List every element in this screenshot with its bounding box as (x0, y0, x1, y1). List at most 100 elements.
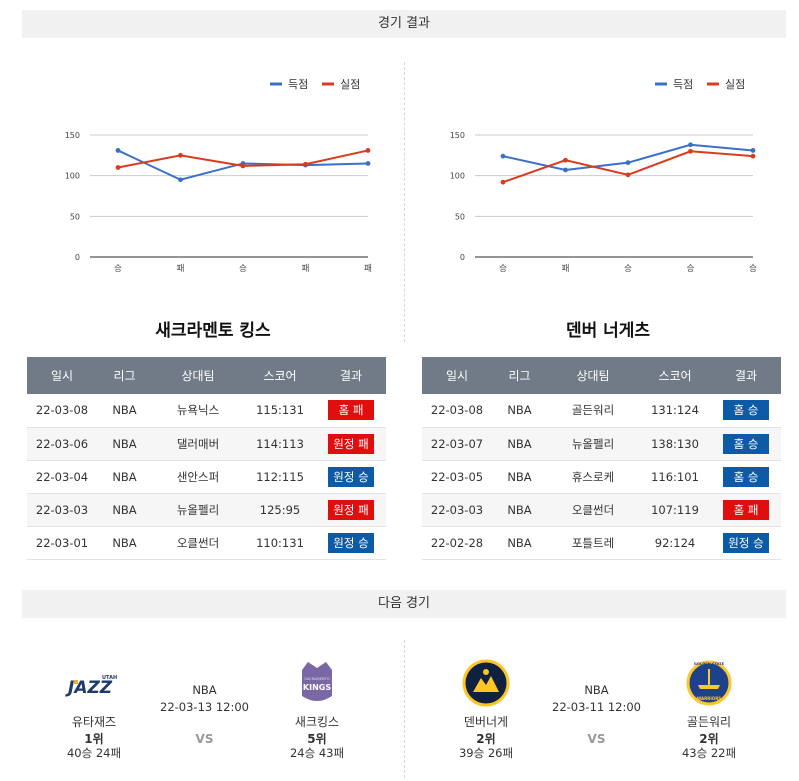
data-point-conceded (563, 157, 568, 163)
logo-small-text: GOLDEN STATE (694, 662, 725, 666)
data-point-conceded (115, 165, 121, 170)
results-table-sacramento: 일시 리그 상대팀 스코어 결과 22-03-08 NBA 뉴욕닉스 115:131 홈… (27, 357, 386, 560)
legend-label-conceded: 실점 (340, 78, 360, 91)
cell-result: 원정 승 (316, 460, 386, 494)
cell-league: NBA (492, 427, 547, 461)
x-tick-label: 승 (239, 264, 247, 274)
home-team[interactable]: 덴버너게 2위 39승 26패 (436, 655, 536, 760)
next-match-card[interactable]: UTAH JAZZ 유타재즈 1위 40승 24패 NBA 22-03-13 1… (22, 655, 382, 775)
cell-score: 92:124 (639, 526, 711, 560)
column-header-date: 일시 (422, 357, 492, 394)
utah-jazz-logo-icon: UTAH JAZZ (44, 655, 144, 711)
match-time: 22-03-11 12:00 (552, 700, 641, 714)
cell-score: 115:131 (244, 394, 316, 428)
next-match-card[interactable]: 덴버너게 2위 39승 26패 NBA 22-03-11 12:00 VS GO… (414, 655, 774, 775)
team-name: 새크킹스 (294, 715, 340, 729)
cell-league: NBA (97, 427, 152, 461)
cell-result: 원정 패 (316, 427, 386, 461)
cell-result: 홈 패 (711, 493, 781, 527)
data-point-conceded (625, 172, 631, 178)
line-chart: 0 50 100 150 승 패 승 승 승 득점 실점 (450, 78, 757, 274)
line-chart: 0 50 100 150 승 패 승 패 패 득점 실점 (65, 78, 372, 274)
y-tick-label: 100 (450, 172, 465, 181)
home-team[interactable]: UTAH JAZZ 유타재즈 1위 40승 24패 (44, 655, 144, 760)
legend-label-scored: 득점 (673, 78, 693, 91)
column-header-opponent: 상대팀 (547, 357, 639, 394)
logo-text: JAZZ (65, 678, 113, 698)
column-header-result: 결과 (316, 357, 386, 394)
x-tick-label: 승 (499, 264, 507, 274)
table-row: 22-03-07 NBA 뉴올펠리 138:130 홈 승 (422, 427, 781, 461)
column-divider (404, 640, 405, 778)
cell-score: 125:95 (244, 493, 316, 527)
team-title-sacramento: 새크라멘토 킹스 (155, 321, 271, 341)
result-badge: 홈 승 (723, 466, 769, 487)
column-header-league: 리그 (97, 357, 152, 394)
cell-score: 107:119 (639, 493, 711, 527)
result-badge: 홈 승 (723, 433, 769, 454)
data-point-conceded (365, 148, 371, 153)
match-info: NBA 22-03-11 12:00 VS (544, 683, 649, 746)
cell-opponent: 포틀트레 (547, 526, 639, 560)
cell-opponent: 뉴올펠리 (152, 493, 244, 527)
vs-label: VS (195, 732, 214, 746)
cell-date: 22-03-05 (422, 460, 492, 494)
table-header-row: 일시 리그 상대팀 스코어 결과 (422, 357, 781, 394)
cell-score: 131:124 (639, 394, 711, 428)
cell-date: 22-02-28 (422, 526, 492, 560)
cell-score: 110:131 (244, 526, 316, 560)
team-name: 골든워리 (686, 715, 732, 729)
table-row: 22-03-08 NBA 골든워리 131:124 홈 승 (422, 394, 781, 428)
cell-league: NBA (97, 493, 152, 527)
cell-date: 22-03-07 (422, 427, 492, 461)
away-team[interactable]: SACRAMENTO KINGS 새크킹스 5위 24승 43패 (267, 655, 367, 760)
data-point-scored (625, 160, 631, 166)
y-tick-label: 0 (460, 253, 465, 262)
data-point-scored (115, 148, 121, 153)
x-tick-label: 패 (364, 263, 372, 274)
cell-score: 112:115 (244, 460, 316, 494)
match-time: 22-03-13 12:00 (160, 700, 249, 714)
y-tick-label: 0 (75, 253, 80, 262)
result-badge: 홈 패 (328, 400, 374, 421)
away-team[interactable]: GOLDEN STATE WARRIORS 골든워리 2위 43승 22패 (659, 655, 759, 760)
cell-result: 원정 패 (316, 493, 386, 527)
team-record: 24승 43패 (289, 746, 345, 760)
data-point-scored (563, 167, 568, 173)
result-badge: 홈 승 (723, 400, 769, 421)
x-tick-label: 승 (624, 264, 632, 274)
logo-text: KINGS (303, 683, 331, 692)
y-tick-label: 150 (450, 131, 465, 140)
table-row: 22-03-08 NBA 뉴욕닉스 115:131 홈 패 (27, 394, 386, 428)
data-point-conceded (500, 179, 506, 185)
x-tick-label: 패 (177, 263, 185, 274)
team-rank: 1위 (84, 732, 104, 746)
table-header-row: 일시 리그 상대팀 스코어 결과 (27, 357, 386, 394)
cell-date: 22-03-03 (422, 493, 492, 527)
series-line-conceded (502, 150, 754, 184)
cell-opponent: 골든워리 (547, 394, 639, 428)
cell-date: 22-03-06 (27, 427, 97, 461)
data-point-conceded (240, 163, 246, 169)
column-header-result: 결과 (711, 357, 781, 394)
result-badge: 홈 패 (723, 499, 769, 520)
table-row: 22-03-05 NBA 휴스로케 116:101 홈 승 (422, 460, 781, 494)
cell-opponent: 뉴올펠리 (547, 427, 639, 461)
team-record: 43승 22패 (681, 746, 737, 760)
table-row: 22-03-06 NBA 댈러매버 114:113 원정 패 (27, 427, 386, 461)
next-match-section-title: 다음 경기 (378, 596, 430, 611)
x-tick-label: 승 (749, 264, 757, 274)
cell-result: 홈 패 (316, 394, 386, 428)
legend-label-conceded: 실점 (725, 78, 745, 91)
column-header-score: 스코어 (244, 357, 316, 394)
legend-label-scored: 득점 (288, 78, 308, 91)
team-rank: 2위 (476, 732, 496, 746)
cell-result: 홈 승 (711, 394, 781, 428)
data-point-scored (178, 177, 183, 183)
cell-league: NBA (97, 526, 152, 560)
column-header-league: 리그 (492, 357, 547, 394)
chart-denver: 0 50 100 150 승 패 승 승 승 득점 실점 (425, 60, 795, 285)
cell-result: 홈 승 (711, 427, 781, 461)
cell-opponent: 댈러매버 (152, 427, 244, 461)
column-divider (404, 62, 405, 342)
